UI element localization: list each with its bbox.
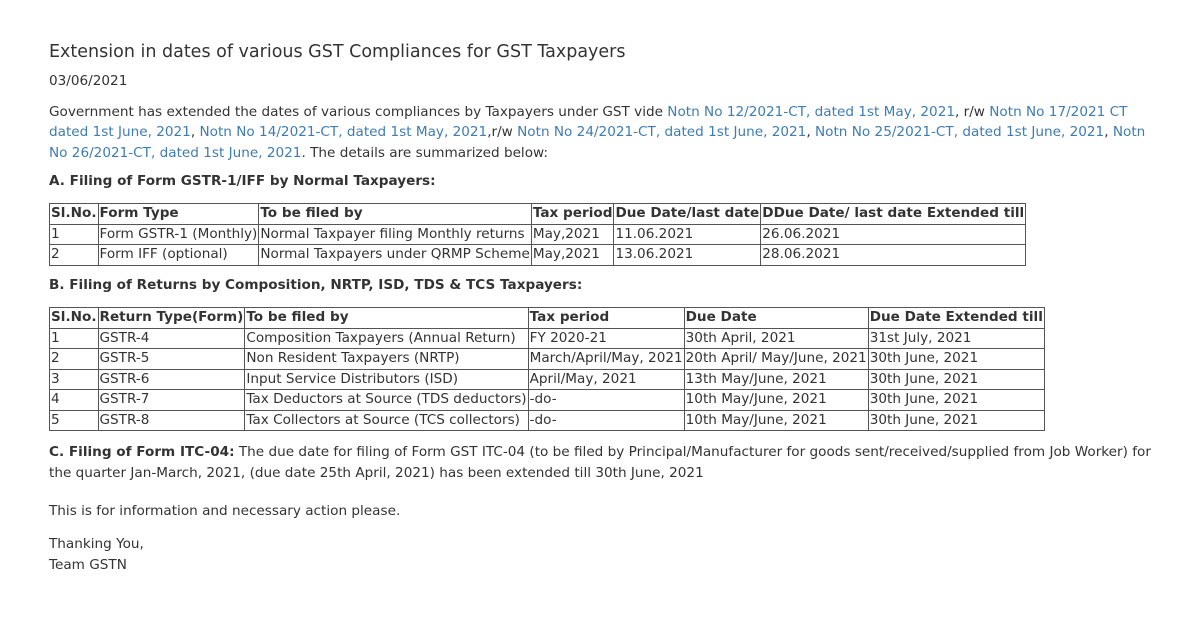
- column-header: Tax period: [527, 307, 685, 329]
- table-cell: Composition Taxpayers (Annual Return): [244, 327, 529, 349]
- table-cell: May,2021: [530, 223, 615, 245]
- table-header-row: Sl.No. Form Type To be filed by Tax peri…: [49, 203, 1027, 225]
- table-cell: 4: [49, 389, 99, 411]
- gstr1-iff-table: Sl.No. Form Type To be filed by Tax peri…: [49, 203, 1027, 266]
- section-c-paragraph: C. Filing of Form ITC-04: The due date f…: [49, 442, 1159, 483]
- column-header: Due Date Extended till: [867, 307, 1045, 329]
- table-cell: FY 2020-21: [527, 327, 685, 349]
- table-cell: March/April/May, 2021: [527, 348, 685, 370]
- table-cell: Non Resident Taxpayers (NRTP): [244, 348, 529, 370]
- table-cell: Tax Deductors at Source (TDS deductors): [244, 389, 529, 411]
- notification-link-26-2021[interactable]: Notn No 26/2021-CT, dated 1st June, 2021: [49, 124, 1146, 161]
- table-header-row: Sl.No. Return Type(Form) To be filed by …: [49, 307, 1045, 329]
- column-header: Due Date: [683, 307, 869, 329]
- intro-text: Government has extended the dates of var…: [49, 104, 668, 120]
- signature-block: Thanking You, Team GSTN: [49, 534, 144, 575]
- table-cell: 30th April, 2021: [683, 327, 869, 349]
- intro-text: ,: [1104, 124, 1113, 141]
- column-header: Tax period: [530, 203, 615, 225]
- table-row: 3 GSTR-6 Input Service Distributors (ISD…: [49, 368, 1045, 390]
- column-header: DDue Date/ last date Extended till: [760, 203, 1027, 225]
- table-row: 2 Form IFF (optional) Normal Taxpayers u…: [49, 244, 1027, 266]
- notification-link-17-2021[interactable]: Notn No 17/2021 CT dated 1st June, 2021: [49, 104, 1128, 141]
- column-header: Sl.No.: [49, 307, 99, 329]
- column-header: Due Date/last date: [613, 203, 762, 225]
- returns-table: Sl.No. Return Type(Form) To be filed by …: [49, 307, 1045, 431]
- table-cell: -do-: [527, 389, 685, 411]
- table-cell: GSTR-8: [97, 409, 246, 431]
- thanks-line: Thanking You,: [49, 536, 144, 552]
- section-c-heading: C. Filing of Form ITC-04:: [49, 444, 235, 460]
- page-title: Extension in dates of various GST Compli…: [49, 42, 626, 62]
- table-cell: Form IFF (optional): [97, 244, 260, 266]
- table-cell: 26.06.2021: [760, 223, 1027, 245]
- table-row: 1 Form GSTR-1 (Monthly) Normal Taxpayer …: [49, 223, 1027, 245]
- intro-text: , r/w: [955, 104, 990, 120]
- team-signature: Team GSTN: [49, 556, 127, 573]
- table-cell: 3: [49, 368, 99, 390]
- table-cell: 13th May/June, 2021: [683, 368, 869, 390]
- notification-link-25-2021[interactable]: Notn No 25/2021-CT, dated 1st June, 2021: [814, 124, 1105, 141]
- table-cell: Tax Collectors at Source (TCS collectors…: [244, 409, 529, 431]
- column-header: Form Type: [97, 203, 260, 225]
- notification-link-12-2021[interactable]: Notn No 12/2021-CT, dated 1st May, 2021: [667, 104, 955, 120]
- section-a-heading: A. Filing of Form GSTR-1/IFF by Normal T…: [49, 173, 436, 189]
- intro-text: ,r/w: [487, 124, 518, 141]
- table-cell: GSTR-7: [97, 389, 246, 411]
- notification-link-24-2021[interactable]: Notn No 24/2021-CT, dated 1st June, 2021: [517, 124, 807, 141]
- table-row: 1 GSTR-4 Composition Taxpayers (Annual R…: [49, 327, 1045, 349]
- table-row: 5 GSTR-8 Tax Collectors at Source (TCS c…: [49, 409, 1045, 431]
- table-cell: Normal Taxpayers under QRMP Scheme: [258, 244, 532, 266]
- notification-link-14-2021[interactable]: Notn No 14/2021-CT, dated 1st May, 2021: [199, 124, 488, 141]
- table-row: 2 GSTR-5 Non Resident Taxpayers (NRTP) M…: [49, 348, 1045, 370]
- column-header: To be filed by: [244, 307, 529, 329]
- table-cell: 31st July, 2021: [867, 327, 1045, 349]
- table-cell: April/May, 2021: [527, 368, 685, 390]
- table-cell: 30th June, 2021: [867, 348, 1045, 370]
- table-cell: 10th May/June, 2021: [683, 389, 869, 411]
- intro-text: ,: [190, 124, 200, 141]
- table-cell: GSTR-6: [97, 368, 246, 390]
- table-cell: 1: [49, 223, 99, 245]
- table-cell: Form GSTR-1 (Monthly): [97, 223, 260, 245]
- column-header: To be filed by: [258, 203, 532, 225]
- table-cell: 10th May/June, 2021: [683, 409, 869, 431]
- column-header: Sl.No.: [49, 203, 99, 225]
- column-header: Return Type(Form): [97, 307, 246, 329]
- section-c-text: The due date for filing of Form GST ITC-…: [49, 444, 1151, 481]
- table-cell: Normal Taxpayer filing Monthly returns: [258, 223, 532, 245]
- table-cell: 13.06.2021: [613, 244, 762, 266]
- table-cell: 30th June, 2021: [867, 389, 1045, 411]
- table-cell: 2: [49, 348, 99, 370]
- publish-date: 03/06/2021: [49, 73, 128, 89]
- table-cell: Input Service Distributors (ISD): [244, 368, 529, 390]
- intro-text: ,: [806, 124, 815, 141]
- table-cell: 30th June, 2021: [867, 368, 1045, 390]
- intro-text: . The details are summarized below:: [301, 144, 548, 161]
- table-cell: GSTR-4: [97, 327, 246, 349]
- table-cell: 28.06.2021: [760, 244, 1027, 266]
- table-cell: -do-: [527, 409, 685, 431]
- table-cell: GSTR-5: [97, 348, 246, 370]
- intro-paragraph: Government has extended the dates of var…: [49, 102, 1159, 163]
- closing-note: This is for information and necessary ac…: [49, 503, 401, 519]
- table-row: 4 GSTR-7 Tax Deductors at Source (TDS de…: [49, 389, 1045, 411]
- table-cell: 30th June, 2021: [867, 409, 1045, 431]
- table-cell: 1: [49, 327, 99, 349]
- table-cell: 2: [49, 244, 99, 266]
- table-cell: May,2021: [530, 244, 615, 266]
- table-cell: 11.06.2021: [613, 223, 762, 245]
- section-b-heading: B. Filing of Returns by Composition, NRT…: [49, 277, 583, 293]
- table-cell: 20th April/ May/June, 2021: [683, 348, 869, 370]
- table-cell: 5: [49, 409, 99, 431]
